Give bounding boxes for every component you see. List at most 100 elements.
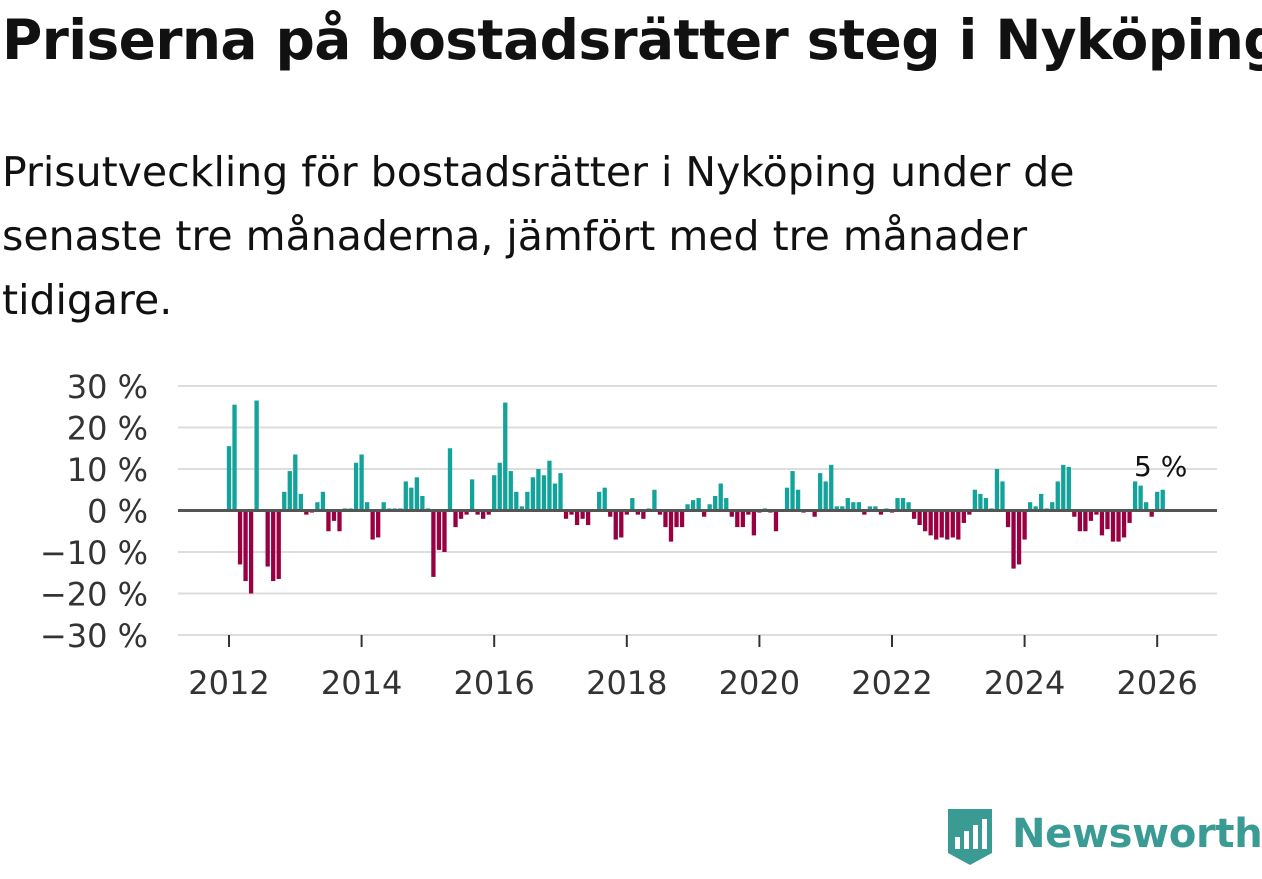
bar <box>624 510 629 515</box>
bar <box>320 491 326 511</box>
bar <box>525 491 530 511</box>
bar <box>364 502 370 511</box>
bar <box>1127 510 1132 523</box>
bar <box>536 469 541 511</box>
bar <box>696 498 701 511</box>
bar <box>923 510 928 532</box>
bar <box>254 400 259 511</box>
bar <box>934 510 939 540</box>
bar <box>663 510 668 528</box>
bar <box>928 510 933 536</box>
bar <box>403 481 408 511</box>
y-tick-label: −20 % <box>40 576 148 614</box>
bar <box>867 506 873 511</box>
bar <box>961 510 966 523</box>
bar <box>1094 510 1099 515</box>
bar <box>1160 489 1165 511</box>
bar <box>475 510 480 515</box>
bar <box>497 462 502 511</box>
bar <box>978 493 983 511</box>
bar <box>1105 510 1110 530</box>
bar <box>635 510 640 515</box>
bar <box>1116 510 1121 542</box>
bar <box>994 469 1000 511</box>
chart-title: Priserna på bostadsrätter steg i Nyköpin… <box>2 8 1262 72</box>
bar <box>376 510 381 538</box>
bar <box>597 491 602 511</box>
bar <box>674 510 679 528</box>
bar <box>237 510 243 565</box>
bar <box>735 510 740 528</box>
last-value-label: 5 % <box>1134 450 1187 483</box>
bar <box>751 510 757 536</box>
bar <box>469 479 475 511</box>
bar <box>547 460 552 511</box>
bar <box>243 510 248 582</box>
bar <box>685 504 690 511</box>
bar <box>414 477 419 511</box>
bar <box>1050 502 1055 511</box>
bar <box>1072 510 1077 517</box>
bar <box>304 510 309 515</box>
bar <box>1027 502 1033 511</box>
bar <box>282 491 287 511</box>
bar <box>718 483 723 511</box>
bar <box>829 464 834 511</box>
bar <box>226 446 232 511</box>
gridlines <box>178 385 1217 636</box>
bar <box>436 510 442 550</box>
bar <box>652 489 657 511</box>
bar <box>630 498 635 511</box>
x-tick-label: 2020 <box>719 664 800 702</box>
y-tick-label: 0 % <box>87 493 148 531</box>
y-tick-label: 20 % <box>67 410 148 448</box>
bar <box>359 454 364 511</box>
bar <box>569 510 574 515</box>
bar <box>563 510 569 519</box>
bar <box>911 510 917 519</box>
bar <box>713 495 718 511</box>
y-tick-label: −30 % <box>40 617 148 655</box>
bar <box>602 487 607 511</box>
bar-chart: 30 %20 %10 %0 %−10 %−20 %−30 % 2012 2014 2… <box>40 368 1217 702</box>
bar <box>812 510 817 517</box>
bar <box>773 510 779 532</box>
bar <box>519 506 524 511</box>
bar <box>287 471 292 511</box>
bar <box>232 404 237 511</box>
bar <box>856 502 861 511</box>
bar <box>431 510 436 577</box>
bar <box>906 502 911 511</box>
bar <box>331 510 337 521</box>
bar <box>840 506 845 511</box>
bar <box>503 402 508 511</box>
bar <box>508 471 513 511</box>
bar <box>900 498 906 511</box>
bar <box>1077 510 1082 532</box>
bar <box>558 473 563 511</box>
brand-name: Newsworthy <box>1012 811 1262 857</box>
bar <box>326 510 331 532</box>
bar <box>823 481 828 511</box>
bar <box>1005 510 1011 528</box>
bar <box>552 483 558 511</box>
bar <box>492 475 497 511</box>
bar <box>668 510 674 542</box>
bar <box>1022 510 1027 540</box>
x-tick-label: 2016 <box>453 664 534 702</box>
x-tick-label: 2014 <box>321 664 402 702</box>
bar <box>248 510 254 594</box>
bar <box>1144 502 1149 511</box>
bar <box>878 510 884 515</box>
bar <box>1055 481 1060 511</box>
chart-subtitle: Prisutveckling för bostadsrätter i Nyköp… <box>2 148 1075 324</box>
bar <box>945 510 950 540</box>
x-tick-label: 2012 <box>188 664 269 702</box>
bar <box>1000 481 1005 511</box>
bar <box>1110 510 1116 542</box>
bar <box>790 471 795 511</box>
bar <box>608 510 613 517</box>
bar <box>690 500 696 511</box>
newsworthy-brand: Newsworthy <box>944 803 1262 875</box>
bar <box>939 510 944 538</box>
